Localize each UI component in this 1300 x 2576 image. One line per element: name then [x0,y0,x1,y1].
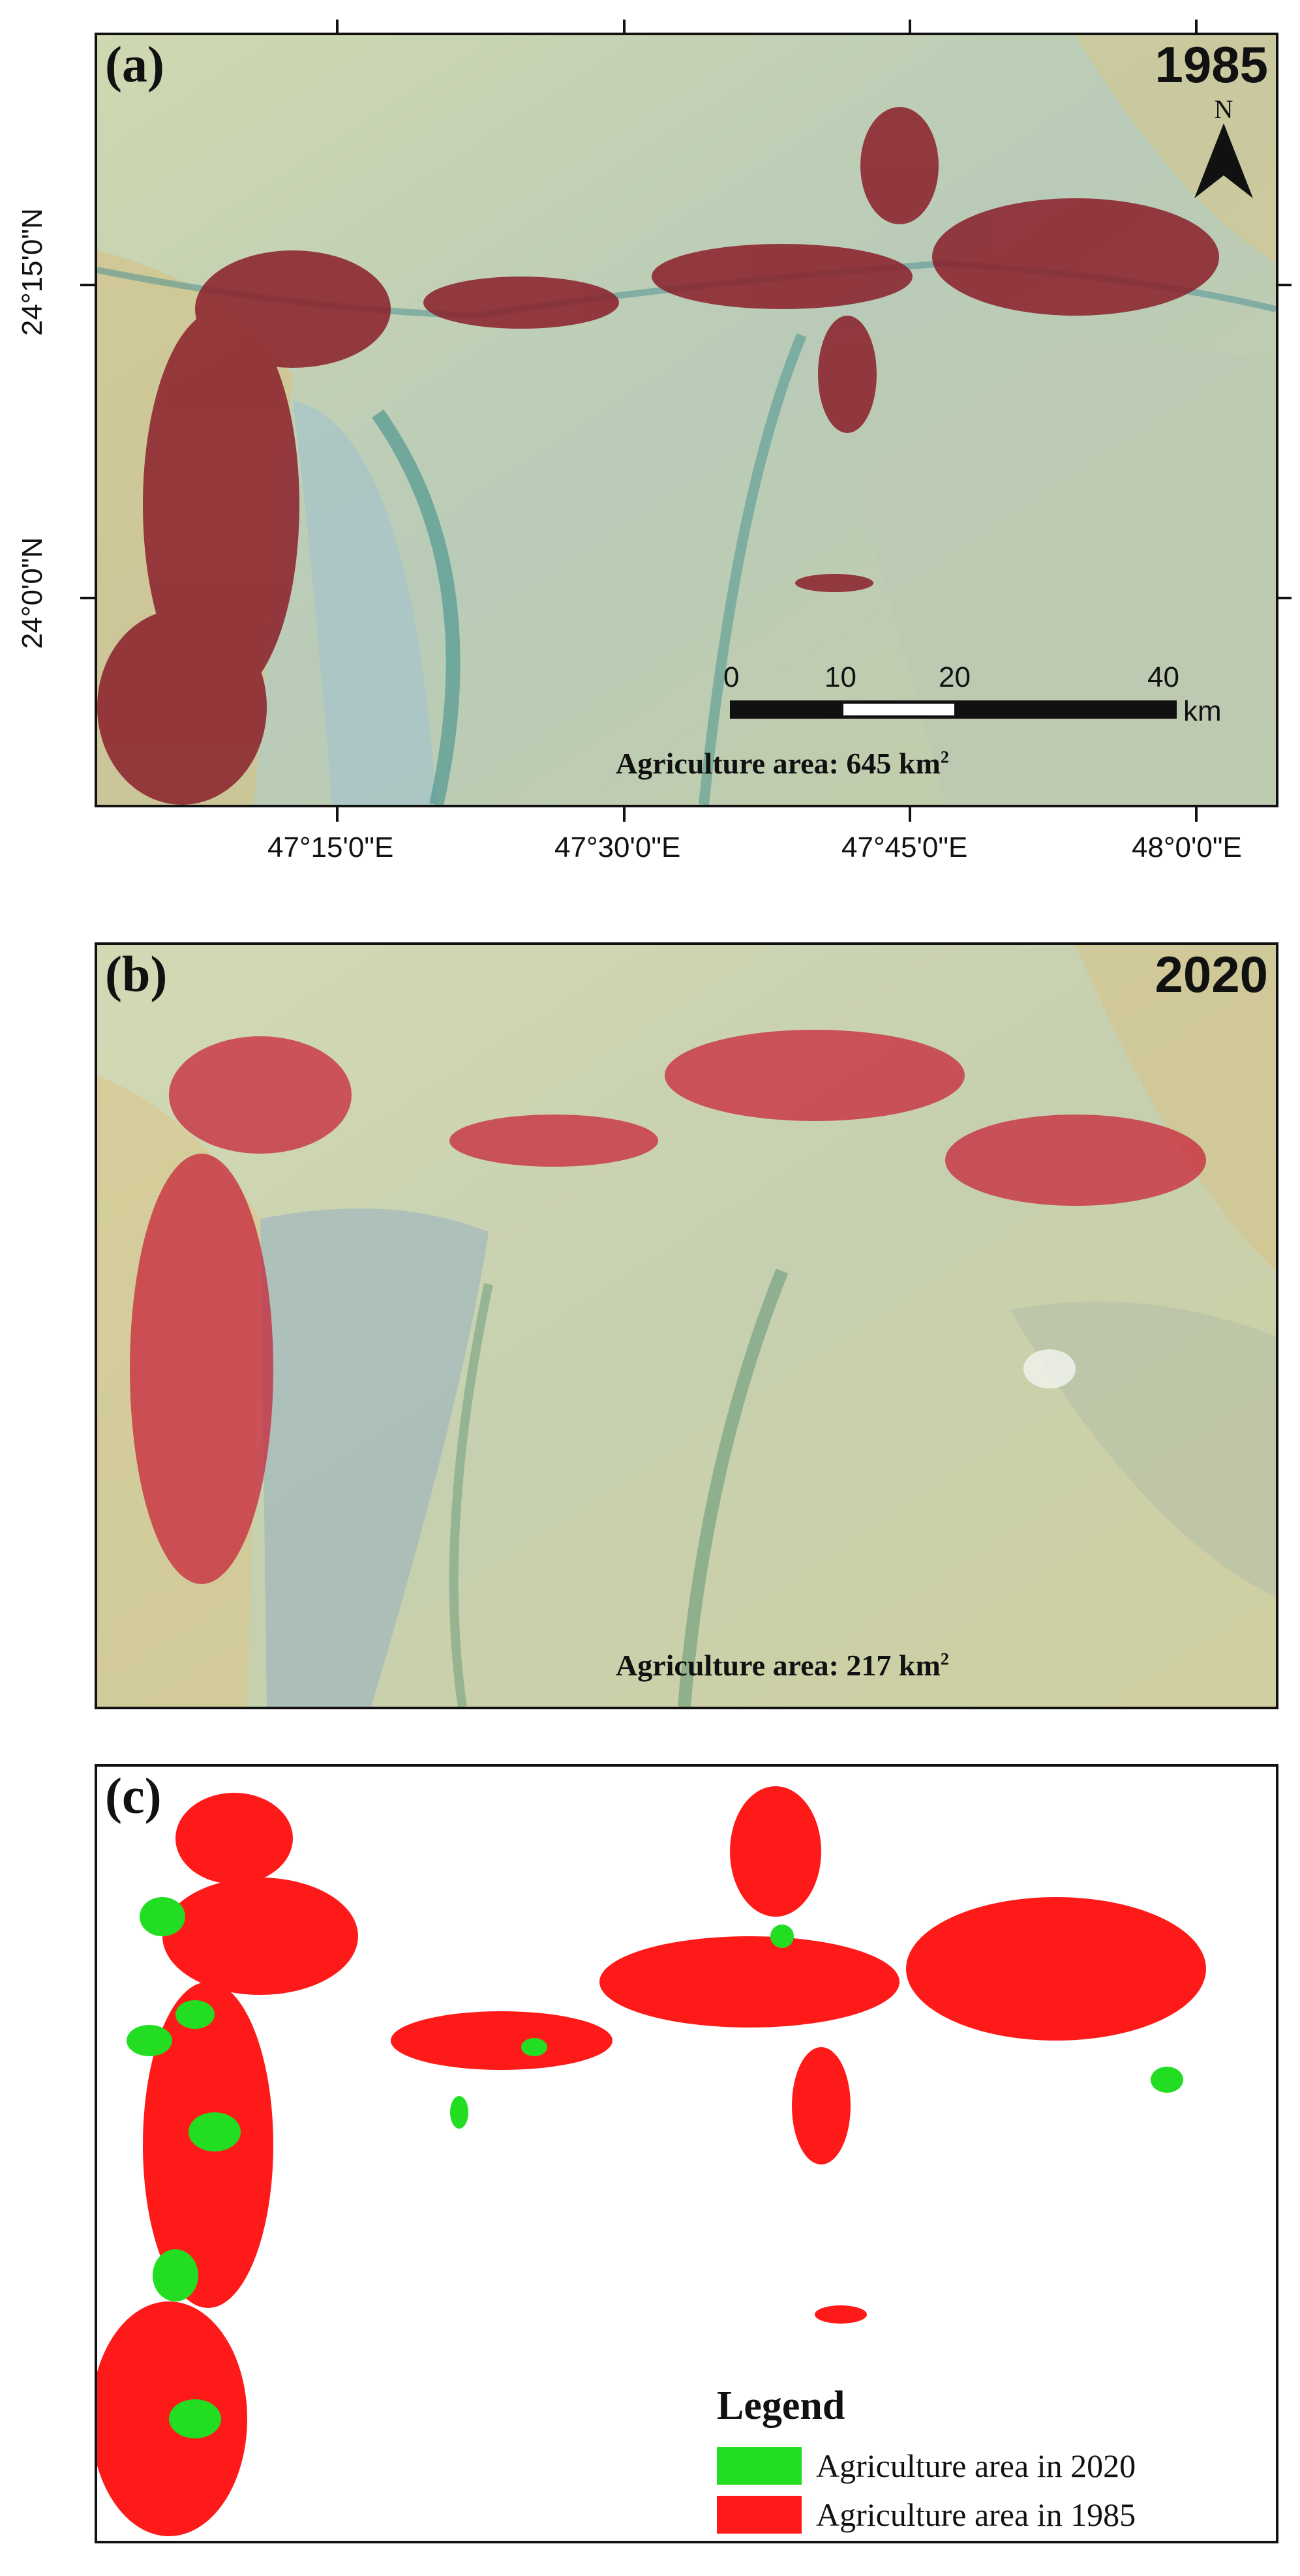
right-tick-2 [1277,597,1292,599]
change-map [97,1786,1206,2536]
legend-title: Legend [717,2384,845,2428]
bottom-tick-1 [336,807,339,822]
change-map-panel: (c) Legend Agriculture area in 2020 Agri… [95,1764,1278,2543]
legend-item-2020: Agriculture area in 2020 [717,2447,1136,2485]
lat-label-1: 24°15'0"N [16,208,48,336]
bottom-tick-2 [623,807,626,822]
north-label: N [1214,95,1233,124]
agriculture-area-2020-text: Agriculture area: 217 km [616,1649,941,1682]
legend-swatch-2020 [717,2447,802,2485]
agriculture-area-2020-unit-superscript: 2 [940,1649,949,1669]
map-panel-1985: (a) 1985 N 0 10 20 40 km Agriculture are… [95,33,1278,807]
year-label-1985: 1985 [1155,36,1268,93]
panel-label-b: (b) [105,946,168,1002]
right-tick-1 [1277,284,1292,286]
scale-tick-40: 40 [1147,661,1179,693]
agriculture-area-2020: Agriculture area: 217 km2 [616,1648,949,1683]
scale-bar: 0 10 20 40 km [723,661,1222,727]
bottom-tick-4 [1195,807,1198,822]
left-tick-1 [80,284,95,286]
legend-swatch-1985 [717,2496,802,2534]
top-tick-2 [623,20,626,34]
legend-item-1985: Agriculture area in 1985 [717,2496,1136,2534]
lat-label-2: 24°0'0"N [16,537,48,649]
panel-label-c: (c) [105,1767,162,1824]
lon-label-4: 48°0'0"E [1132,831,1242,863]
lon-label-3: 47°45'0"E [841,831,968,863]
map-panel-2020: (b) 2020 Agriculture area: 217 km2 [95,942,1278,1709]
scale-bar-segment [730,700,1177,719]
legend-label-2020: Agriculture area in 2020 [816,2448,1136,2484]
satellite-image-1985 [97,35,1276,805]
north-arrow-icon [1194,123,1253,198]
lon-label-2: 47°30'0"E [554,831,681,863]
bottom-tick-3 [909,807,911,822]
legend-label-1985: Agriculture area in 1985 [816,2496,1136,2533]
scale-tick-10: 10 [824,661,856,693]
agriculture-area-1985: Agriculture area: 645 km2 [616,746,949,781]
top-tick-1 [336,20,339,34]
left-tick-2 [80,597,95,599]
year-label-2020: 2020 [1155,946,1268,1003]
top-tick-4 [1195,20,1198,34]
scale-tick-0: 0 [723,661,740,693]
agriculture-area-1985-text: Agriculture area: 645 km [616,747,941,780]
scale-bar-white-segment [843,704,954,715]
satellite-image-2020 [97,945,1276,1707]
agriculture-area-1985-unit-superscript: 2 [940,747,949,767]
top-tick-3 [909,20,911,34]
scale-tick-20: 20 [939,661,971,693]
scale-unit: km [1183,695,1222,727]
north-arrow: N [1191,94,1256,205]
panel-label-a: (a) [105,36,164,93]
lon-label-1: 47°15'0"E [267,831,394,863]
